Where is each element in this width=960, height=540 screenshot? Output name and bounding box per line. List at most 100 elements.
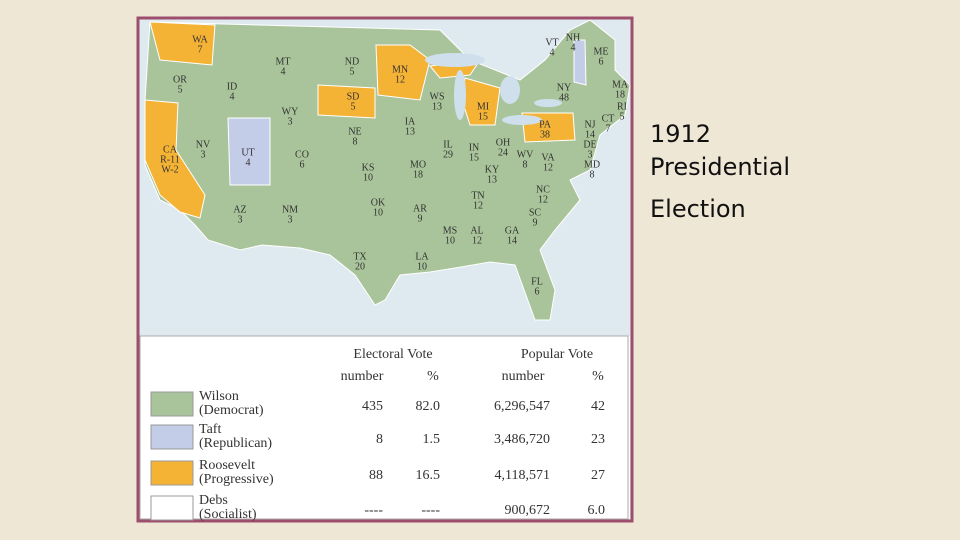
state-label: CA [163, 144, 178, 155]
candidate: Wilson [199, 389, 239, 404]
state-label: 3 [288, 116, 293, 127]
state-label: 18 [413, 169, 423, 180]
cell: 4,118,571 [495, 468, 550, 483]
cell: 82.0 [416, 399, 441, 414]
state-label: IN [469, 142, 480, 153]
swatch [150, 460, 194, 486]
state-label: 10 [445, 235, 455, 246]
state-label: MD [584, 159, 600, 170]
state-label: WY [282, 106, 299, 117]
state-label: CT [602, 113, 615, 124]
cell: 3,486,720 [494, 432, 550, 447]
state-label: 9 [533, 217, 538, 228]
state-label: 14 [507, 235, 517, 246]
state-label: 18 [615, 89, 625, 100]
state-label: 6 [599, 56, 604, 67]
state-label: MT [276, 56, 291, 67]
state-label: 3 [201, 149, 206, 160]
republican-states [227, 39, 587, 186]
state-label: 13 [487, 174, 497, 185]
state-label: OR [173, 74, 187, 85]
cell: 6,296,547 [494, 399, 550, 414]
state-label: IL [443, 139, 452, 150]
state-label: 5 [350, 66, 355, 77]
state-label: 6 [300, 159, 305, 170]
state-label: 14 [585, 129, 595, 140]
state-label: 4 [571, 42, 576, 53]
state-label: 8 [353, 136, 358, 147]
state-label: OH [496, 137, 510, 148]
state-label: KS [362, 162, 375, 173]
state-label: TN [471, 190, 484, 201]
swatch [150, 495, 194, 521]
candidate: Taft [199, 422, 221, 437]
state-label: 20 [355, 261, 365, 272]
candidate: Debs [199, 493, 228, 508]
state-label: 10 [373, 207, 383, 218]
state-label: 3 [588, 149, 593, 160]
state-label: 13 [432, 101, 442, 112]
cell: 1.5 [423, 432, 441, 447]
state-label: GA [505, 225, 520, 236]
state-label: 4 [230, 91, 235, 102]
state-label: 12 [472, 235, 482, 246]
state-label: IA [405, 116, 416, 127]
title-line: Election [650, 195, 746, 223]
state-label: 12 [543, 162, 553, 173]
state-label: PA [539, 119, 552, 130]
title-line: Presidential [650, 153, 790, 181]
state-label: WA [192, 34, 208, 45]
cell: 900,672 [505, 503, 551, 518]
state-label: CO [295, 149, 309, 160]
state-label: 24 [498, 147, 508, 158]
state-label: 9 [418, 213, 423, 224]
cell: 88 [369, 468, 383, 483]
cell: 42 [591, 399, 605, 414]
party: (Progressive) [199, 472, 274, 487]
cell: 435 [362, 399, 383, 414]
slide-title: 1912 Presidential Election [650, 120, 790, 223]
state-label: KY [485, 164, 499, 175]
state-label: 4 [246, 157, 251, 168]
cell: 23 [591, 432, 605, 447]
state-label: 8 [523, 159, 528, 170]
state-label: NY [557, 82, 571, 93]
state-label: WV [517, 149, 534, 160]
party: (Republican) [199, 436, 272, 451]
party: (Democrat) [199, 403, 264, 418]
state-label: UT [241, 147, 254, 158]
state-label: SD [347, 91, 360, 102]
cell: 8 [376, 432, 383, 447]
state-label: 3 [238, 214, 243, 225]
state-label: 10 [363, 172, 373, 183]
header: Electoral Vote [353, 347, 432, 362]
state-label: NH [566, 32, 580, 43]
state-label: NC [536, 184, 550, 195]
state-label: 13 [405, 126, 415, 137]
state-label: LA [415, 251, 429, 262]
cell: ---- [364, 503, 383, 518]
legend-border [139, 335, 629, 520]
state-label: DE [583, 139, 596, 150]
state-label: WS [430, 91, 445, 102]
state-label: 4 [550, 47, 555, 58]
cell: 27 [591, 468, 605, 483]
swatch [150, 424, 194, 450]
progressive-states [144, 21, 576, 219]
state-label: MN [392, 64, 408, 75]
state-label: 12 [538, 194, 548, 205]
subheader: number [502, 369, 545, 384]
state-label: 4 [281, 66, 286, 77]
state-label: 5 [178, 84, 183, 95]
legend-box [140, 336, 630, 519]
state-label: OK [371, 197, 386, 208]
state-label: ND [345, 56, 359, 67]
party: (Socialist) [199, 507, 257, 522]
state-label: 10 [417, 261, 427, 272]
subheader: % [427, 369, 439, 384]
state-label: RI [617, 101, 627, 112]
state-label: NM [282, 204, 298, 215]
state-label: ID [227, 81, 238, 92]
state-label: 7 [198, 44, 203, 55]
